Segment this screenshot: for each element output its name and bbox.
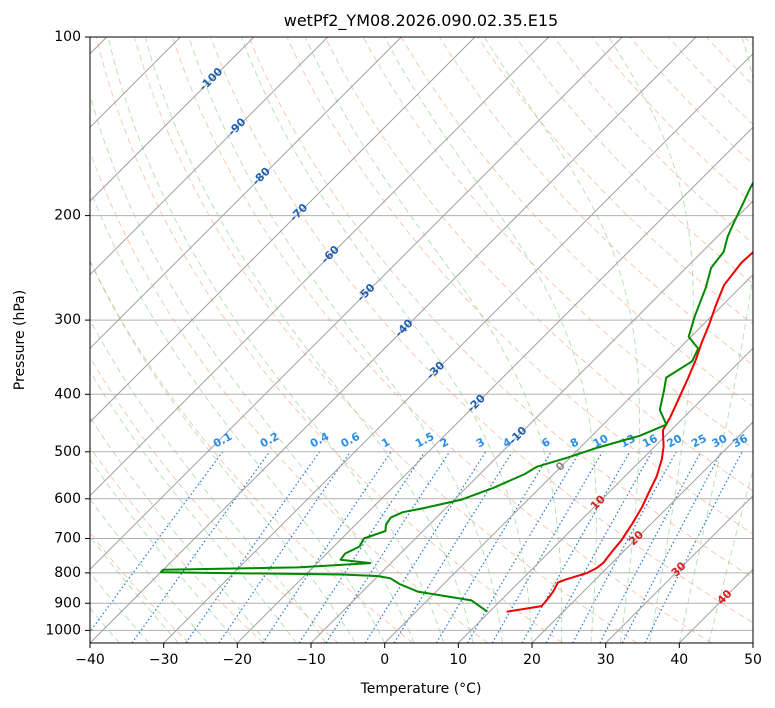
- y-tick-label: 300: [54, 312, 81, 328]
- mixing-ratio-line: [572, 451, 677, 643]
- moist-adiabat: [144, 37, 474, 643]
- y-tick-label: 900: [54, 595, 81, 611]
- plot-area: 0.1 0.2 0.4 0.6 1 1.5 2 3 4 6 8 10 13 16 20 25 30 36-100-…: [90, 37, 753, 643]
- x-axis-ticks: −40 −30 −20 −10 0 10 20 30 40 50: [75, 643, 762, 668]
- moist-adiabat: [708, 467, 753, 643]
- moist-adiabat: [678, 37, 753, 643]
- y-tick-label: 200: [54, 208, 81, 224]
- moist-adiabat: [90, 188, 386, 643]
- isotherm-line: [310, 200, 753, 643]
- sounding-profiles: [159, 180, 753, 613]
- isotherm-line: [90, 37, 550, 497]
- mixing-ratio-label: 13: [618, 432, 638, 451]
- isotherm-line: [90, 37, 329, 276]
- moist-adiabat: [90, 535, 179, 643]
- moist-adiabat: [90, 416, 268, 643]
- mixing-ratio-line: [364, 451, 487, 643]
- isotherm-line: [90, 37, 697, 643]
- plot-frame: [89, 36, 754, 644]
- dry-adiabat: [515, 37, 753, 285]
- isotherm-line: [163, 52, 753, 643]
- mixing-ratio-line: [393, 451, 513, 643]
- dry-adiabat: [324, 37, 753, 492]
- chart-title: wetPf2_YM08.2026.090.02.35.E15: [284, 11, 558, 31]
- isotherm-line: [605, 494, 753, 643]
- mixing-ratio-line: [435, 451, 552, 643]
- moist-adiabat: [90, 458, 238, 643]
- mixing-ratio-label: 16: [640, 432, 660, 451]
- mixing-ratio-line: [325, 451, 451, 643]
- x-tick-label: −40: [75, 652, 105, 668]
- y-tick-label: 500: [54, 444, 81, 460]
- moist-adiabat: [90, 370, 297, 643]
- mixing-ratio-line: [185, 451, 321, 643]
- moist-adiabat: [90, 498, 209, 643]
- x-tick-label: 50: [744, 652, 762, 668]
- y-tick-label: 100: [54, 29, 81, 45]
- dry-adiabat: [90, 446, 264, 643]
- isotherm-line: [457, 347, 753, 643]
- isotherm-line: [531, 421, 753, 643]
- x-tick-label: 20: [523, 652, 541, 668]
- moist-adiabat: [608, 37, 694, 643]
- isotherm-line: [90, 37, 402, 350]
- isotherm-line: [90, 37, 255, 202]
- dry-adiabats: [90, 37, 753, 643]
- moist-adiabat: [107, 37, 445, 643]
- temperature-profile-line: [506, 250, 753, 613]
- y-tick-label: 600: [54, 491, 81, 507]
- x-tick-label: 40: [670, 652, 688, 668]
- dry-adiabat: [90, 260, 414, 643]
- mixing-ratio-label: 25: [689, 432, 709, 451]
- x-tick-label: −20: [223, 652, 253, 668]
- dry-adiabat: [133, 37, 638, 643]
- x-tick-label: 10: [449, 652, 467, 668]
- mixing-ratio-label: 30: [710, 432, 730, 451]
- x-tick-label: 30: [597, 652, 615, 668]
- y-tick-label: 800: [54, 565, 81, 581]
- isobar-grid: [90, 37, 753, 631]
- y-axis-label: Pressure (hPa): [12, 290, 28, 390]
- dry-adiabat: [477, 37, 753, 325]
- x-axis-label: Temperature (°C): [360, 681, 482, 697]
- x-tick-label: −30: [149, 652, 179, 668]
- x-tick-label: 0: [380, 652, 389, 668]
- moist-adiabat: [188, 37, 503, 643]
- dry-adiabat: [95, 37, 563, 643]
- isotherm-line: [90, 37, 476, 423]
- x-tick-label: −10: [296, 652, 326, 668]
- moist-adiabat: [304, 37, 563, 643]
- dry-adiabat: [400, 37, 753, 408]
- y-tick-label: 1000: [45, 622, 81, 638]
- isotherm-line: [236, 126, 753, 643]
- moist-adiabat: [240, 37, 533, 643]
- dry-adiabat: [210, 37, 753, 624]
- mixing-ratio-line: [521, 451, 631, 643]
- mixing-ratio-label: 36: [730, 432, 750, 451]
- moist-adiabat: [90, 319, 327, 643]
- dewpoint-profile-line: [159, 180, 753, 613]
- dry-adiabat: [248, 37, 753, 579]
- mixing-ratio-line: [218, 451, 351, 643]
- isotherm-line: [90, 37, 623, 571]
- moist-adiabat: [90, 259, 356, 643]
- mixing-ratio-line: [131, 451, 271, 643]
- dry-adiabat: [629, 37, 753, 165]
- mixing-ratio-label: 20: [665, 432, 685, 451]
- isotherm-grid: [90, 37, 753, 643]
- isotherm-line: [384, 273, 753, 643]
- moist-adiabat: [483, 37, 640, 643]
- moist-adiabat: [384, 37, 597, 643]
- y-axis-ticks: 100 200 300 400 500 600 700 800 900 1000: [45, 29, 90, 638]
- y-tick-label: 400: [54, 386, 81, 402]
- y-tick-label: 700: [54, 531, 81, 547]
